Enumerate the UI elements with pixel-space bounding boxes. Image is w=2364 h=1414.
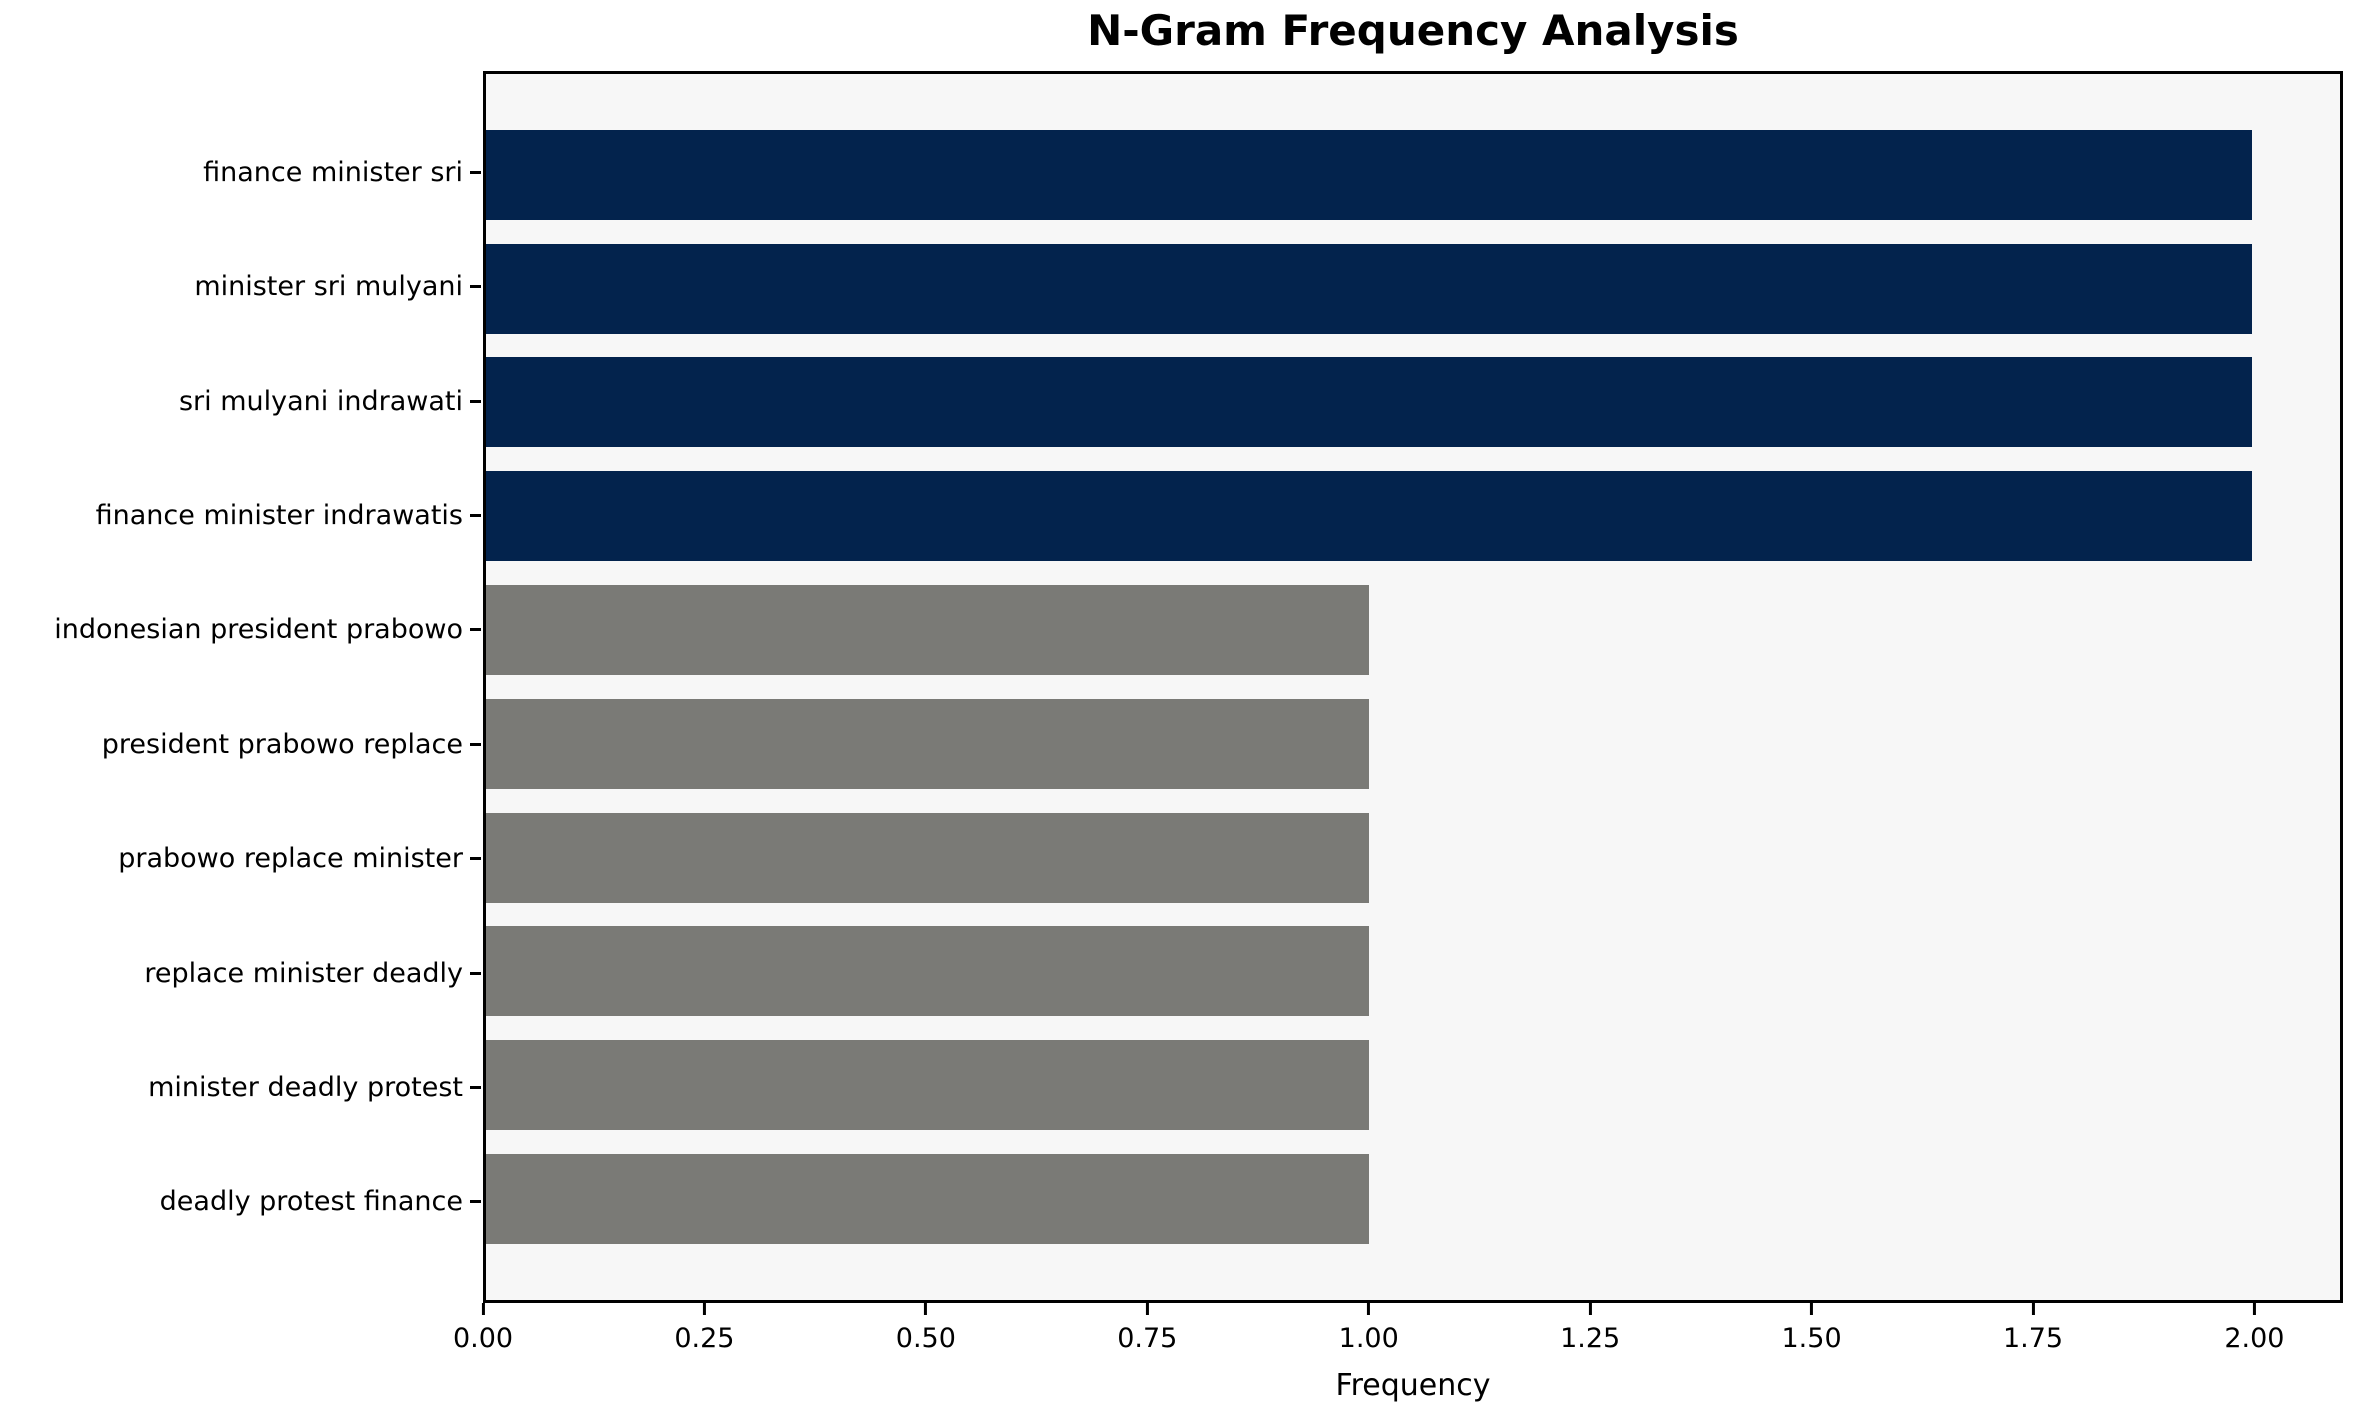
x-tick: 1.25 — [1560, 1303, 1620, 1354]
x-tick-label: 0.00 — [452, 1323, 514, 1354]
chart-title: N-Gram Frequency Analysis — [1087, 6, 1739, 55]
bar — [486, 926, 1369, 1017]
x-tick: 0.00 — [453, 1303, 513, 1354]
y-tick-label: prabowo replace minister — [118, 843, 463, 875]
bar-row — [486, 232, 2340, 346]
x-tick-mark — [2031, 1303, 2035, 1315]
x-tick-label: 1.00 — [1338, 1323, 1399, 1354]
y-tick-label: finance minister indrawatis — [95, 499, 463, 531]
x-tick-mark — [1588, 1303, 1592, 1315]
bar-row — [486, 459, 2340, 573]
y-tick: indonesian president prabowo — [0, 573, 481, 687]
y-tick-label: finance minister sri — [203, 156, 463, 188]
y-tick-label: minister deadly protest — [148, 1071, 463, 1103]
x-axis-ticks: 0.00 0.25 0.50 0.75 1.00 1.25 1.50 1.75 2.00 — [453, 1303, 2343, 1373]
bar — [486, 698, 1369, 789]
x-tick-mark — [2252, 1303, 2256, 1315]
y-tick-mark — [470, 1085, 481, 1089]
x-tick-label: 0.75 — [1117, 1323, 1178, 1354]
x-tick-label: 2.00 — [2224, 1323, 2285, 1354]
x-tick: 0.50 — [896, 1303, 956, 1354]
bar — [486, 129, 2252, 220]
y-tick: finance minister indrawatis — [0, 458, 481, 572]
x-tick: 2.00 — [2224, 1303, 2284, 1354]
y-tick-mark — [470, 285, 481, 289]
bar — [486, 1040, 1369, 1131]
x-tick-mark — [481, 1303, 485, 1315]
y-tick-mark — [470, 742, 481, 746]
y-tick-mark — [470, 971, 481, 975]
y-tick: minister sri mulyani — [0, 229, 481, 343]
x-tick-mark — [924, 1303, 928, 1315]
x-tick: 1.75 — [2003, 1303, 2063, 1354]
bar — [486, 471, 2252, 562]
bars-container — [486, 74, 2340, 1300]
x-tick-label: 0.50 — [895, 1323, 956, 1354]
y-tick: deadly protest finance — [0, 1145, 481, 1259]
y-tick: finance minister sri — [0, 115, 481, 229]
y-tick-mark — [470, 399, 481, 403]
y-tick-mark — [470, 857, 481, 861]
y-tick-mark — [470, 513, 481, 517]
bar-row — [486, 346, 2340, 460]
y-tick-label: sri mulyani indrawati — [178, 385, 463, 417]
x-tick-mark — [1145, 1303, 1149, 1315]
x-tick-label: 1.25 — [1560, 1323, 1621, 1354]
y-tick-label: replace minister deadly — [144, 957, 463, 989]
x-tick: 1.50 — [1782, 1303, 1842, 1354]
y-tick: replace minister deadly — [0, 916, 481, 1030]
y-tick-label: indonesian president prabowo — [54, 614, 463, 646]
y-tick-label: president prabowo replace — [101, 728, 463, 760]
y-tick: minister deadly protest — [0, 1030, 481, 1144]
x-tick: 1.00 — [1339, 1303, 1399, 1354]
y-tick-mark — [470, 170, 481, 174]
bar — [486, 812, 1369, 903]
bar-row — [486, 1142, 2340, 1256]
bar — [486, 585, 1369, 676]
x-axis-label: Frequency — [1335, 1368, 1491, 1403]
x-tick-label: 1.75 — [2002, 1323, 2064, 1354]
plot-area — [483, 71, 2343, 1303]
bar — [486, 357, 2252, 448]
x-tick-label: 1.50 — [1781, 1323, 1842, 1354]
y-tick: president prabowo replace — [0, 687, 481, 801]
x-tick: 0.25 — [674, 1303, 734, 1354]
x-tick-mark — [1367, 1303, 1371, 1315]
bar-row — [486, 801, 2340, 915]
y-axis-labels: finance minister sri minister sri mulyani… — [0, 71, 481, 1303]
y-tick-mark — [470, 1200, 481, 1204]
bar-row — [486, 118, 2340, 232]
y-tick-label: minister sri mulyani — [194, 271, 463, 303]
x-tick-label: 0.25 — [674, 1323, 735, 1354]
bar — [486, 1154, 1369, 1245]
x-tick-mark — [1810, 1303, 1814, 1315]
y-tick: prabowo replace minister — [0, 801, 481, 915]
bar-row — [486, 1028, 2340, 1142]
bar-row — [486, 573, 2340, 687]
x-tick: 0.75 — [1117, 1303, 1177, 1354]
bar — [486, 243, 2252, 334]
y-tick: sri mulyani indrawati — [0, 344, 481, 458]
bar-row — [486, 915, 2340, 1029]
bar-row — [486, 687, 2340, 801]
y-tick-label: deadly protest finance — [159, 1186, 463, 1218]
y-tick-mark — [470, 628, 481, 632]
x-tick-mark — [702, 1303, 706, 1315]
